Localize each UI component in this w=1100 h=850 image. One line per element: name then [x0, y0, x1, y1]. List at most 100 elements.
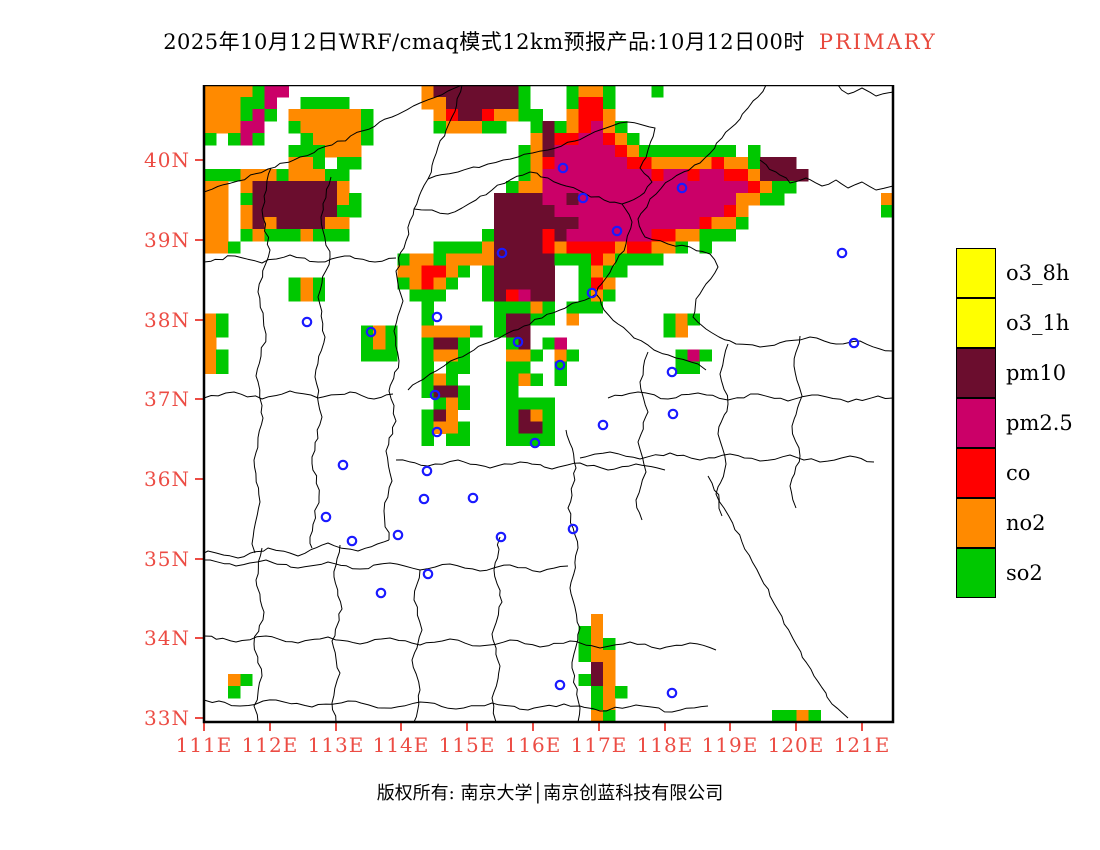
- pollution-cell: [651, 217, 664, 230]
- pollution-cell: [445, 253, 459, 266]
- pollution-cell: [530, 265, 543, 278]
- pollution-cell: [530, 241, 543, 254]
- pollution-cell: [506, 181, 519, 194]
- pollution-cell: [204, 85, 217, 98]
- pollution-cell: [663, 205, 676, 218]
- pollution-cell: [216, 361, 229, 374]
- pollution-cell: [482, 253, 495, 266]
- pollution-cell: [216, 169, 229, 182]
- pollution-cell: [494, 313, 507, 326]
- pollution-cell: [361, 349, 374, 362]
- pollution-cell: [566, 109, 580, 122]
- pollution-cell: [336, 97, 350, 110]
- pollution-cell: [433, 253, 447, 266]
- pollution-cell: [228, 241, 241, 254]
- pollution-cell: [518, 109, 531, 122]
- pollution-cell: [554, 205, 567, 218]
- pollution-cell: [566, 217, 580, 230]
- legend-swatch-so2: [956, 548, 996, 598]
- pollution-cell: [300, 157, 314, 170]
- province-boundary: [759, 159, 894, 191]
- pollution-cell: [506, 253, 519, 266]
- pollution-cell: [699, 349, 712, 362]
- pollution-cell: [518, 265, 531, 278]
- pollution-cell: [530, 373, 543, 386]
- pollution-cell: [760, 181, 773, 194]
- pollution-cell: [554, 217, 567, 230]
- pollution-cell: [240, 133, 253, 146]
- pollution-cell: [373, 349, 386, 362]
- pollution-cell: [627, 157, 640, 170]
- pollution-cell: [590, 613, 604, 627]
- x-axis-tick-label: 113E: [307, 733, 365, 757]
- pollution-cell: [506, 325, 519, 338]
- pollution-cell: [590, 637, 604, 651]
- pollution-cell: [542, 313, 555, 326]
- pollution-cell: [469, 253, 483, 266]
- pollution-cell: [687, 157, 700, 170]
- pollution-cell: [385, 325, 398, 338]
- pollution-cell: [566, 229, 580, 242]
- pollution-cell: [651, 169, 664, 182]
- pollution-cell: [421, 433, 434, 446]
- pollution-cell: [614, 181, 628, 194]
- pollution-cell: [494, 301, 507, 314]
- city-marker: [422, 568, 434, 580]
- page-title: 2025年10月12日WRF/cmaq模式12km预报产品:10月12日00时 P…: [0, 26, 1100, 56]
- pollution-cell: [651, 253, 664, 266]
- pollution-cell: [433, 241, 447, 254]
- pollution-cell: [312, 181, 326, 194]
- pollution-cell: [735, 205, 749, 218]
- pollution-cell: [506, 277, 519, 290]
- pollution-cell: [578, 145, 592, 158]
- pollution-cell: [204, 313, 217, 326]
- city-marker: [418, 493, 430, 505]
- province-boundary: [607, 391, 894, 403]
- pollution-cell: [590, 685, 604, 699]
- pollution-cell: [409, 289, 422, 302]
- pollution-cell: [276, 205, 289, 218]
- pollution-cell: [276, 217, 289, 230]
- x-axis-tick-label: 119E: [701, 733, 759, 757]
- pollution-cell: [542, 169, 555, 182]
- pollution-cell: [711, 205, 725, 218]
- pollution-cell: [566, 157, 580, 170]
- pollution-cell: [204, 349, 217, 362]
- pollution-cell: [711, 157, 725, 170]
- pollution-cell: [433, 97, 447, 110]
- pollution-cell: [494, 241, 507, 254]
- city-marker: [611, 225, 623, 237]
- pollution-cell: [663, 193, 676, 206]
- pollution-cell: [542, 157, 555, 170]
- pollution-cell: [252, 133, 265, 146]
- pollution-cell: [747, 145, 761, 158]
- pollution-cell: [494, 217, 507, 230]
- pollution-cell: [252, 181, 265, 194]
- pollution-cell: [675, 313, 688, 326]
- pollution-cell: [590, 625, 604, 639]
- pollution-cell: [602, 181, 616, 194]
- pollution-cell: [578, 265, 592, 278]
- legend-swatch-o3_1h: [956, 298, 996, 348]
- pollution-cell: [349, 121, 362, 134]
- pollution-cell: [602, 205, 616, 218]
- pollution-cell: [772, 193, 785, 206]
- city-marker: [429, 389, 441, 401]
- pollution-cell: [506, 193, 519, 206]
- pollution-cell: [457, 97, 471, 110]
- pollution-cell: [445, 109, 459, 122]
- pollution-cell: [518, 97, 531, 110]
- pollution-cell: [433, 373, 447, 386]
- pollution-cell: [252, 121, 265, 134]
- pollution-cell: [324, 145, 338, 158]
- pollution-cell: [590, 301, 604, 314]
- pollution-cell: [506, 217, 519, 230]
- pollution-cell: [264, 109, 277, 122]
- pollution-cell: [675, 325, 688, 338]
- city-marker: [337, 459, 349, 471]
- pollution-cell: [204, 169, 217, 182]
- pollution-cell: [469, 97, 483, 110]
- pollution-cell: [433, 385, 447, 398]
- pollution-cell: [204, 229, 217, 242]
- pollution-cell: [204, 121, 217, 134]
